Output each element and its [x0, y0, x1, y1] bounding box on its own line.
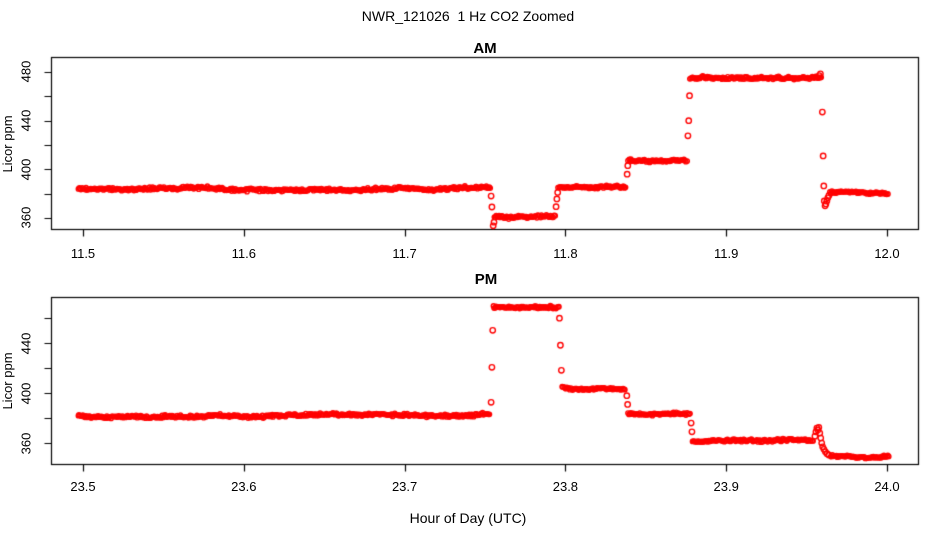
- panel-title-pm: PM: [474, 271, 498, 288]
- am-y-axis-label: Licor ppm: [0, 115, 15, 173]
- pm-y-axis-label: Licor ppm: [0, 352, 15, 410]
- pm-x-tick-label: 23.5: [70, 479, 96, 494]
- am-y-tick-label: 480: [18, 61, 34, 83]
- pm-x-tick-label: 23.7: [391, 479, 418, 494]
- pm-x-tick-label: 23.6: [231, 479, 257, 494]
- x-axis-label: Hour of Day (UTC): [409, 510, 527, 526]
- panel-title-am: AM: [473, 40, 497, 57]
- pm-y-tick-label: 400: [18, 382, 34, 405]
- page-title: NWR_121026 1 Hz CO2 Zoomed: [361, 8, 575, 24]
- am-x-tick-label: 12.0: [874, 246, 900, 261]
- pm-y-tick-label: 440: [18, 332, 34, 355]
- am-x-tick-label: 11.6: [231, 246, 256, 261]
- pm-x-tick-label: 23.9: [713, 479, 739, 494]
- am-x-tick-label: 11.7: [392, 246, 417, 261]
- am-plot-area: [51, 57, 918, 230]
- pm-x-tick-label: 23.8: [552, 479, 579, 494]
- am-y-tick-label: 440: [18, 109, 34, 132]
- am-y-tick-label: 400: [18, 158, 34, 181]
- am-x-tick-label: 11.5: [70, 246, 96, 261]
- am-y-tick-label: 360: [18, 207, 34, 229]
- am-x-tick-label: 11.9: [714, 246, 739, 261]
- pm-plot-area: [51, 297, 918, 465]
- am-x-tick-label: 11.8: [553, 246, 578, 261]
- pm-y-tick-label: 360: [18, 432, 34, 454]
- pm-x-tick-label: 24.0: [874, 479, 900, 494]
